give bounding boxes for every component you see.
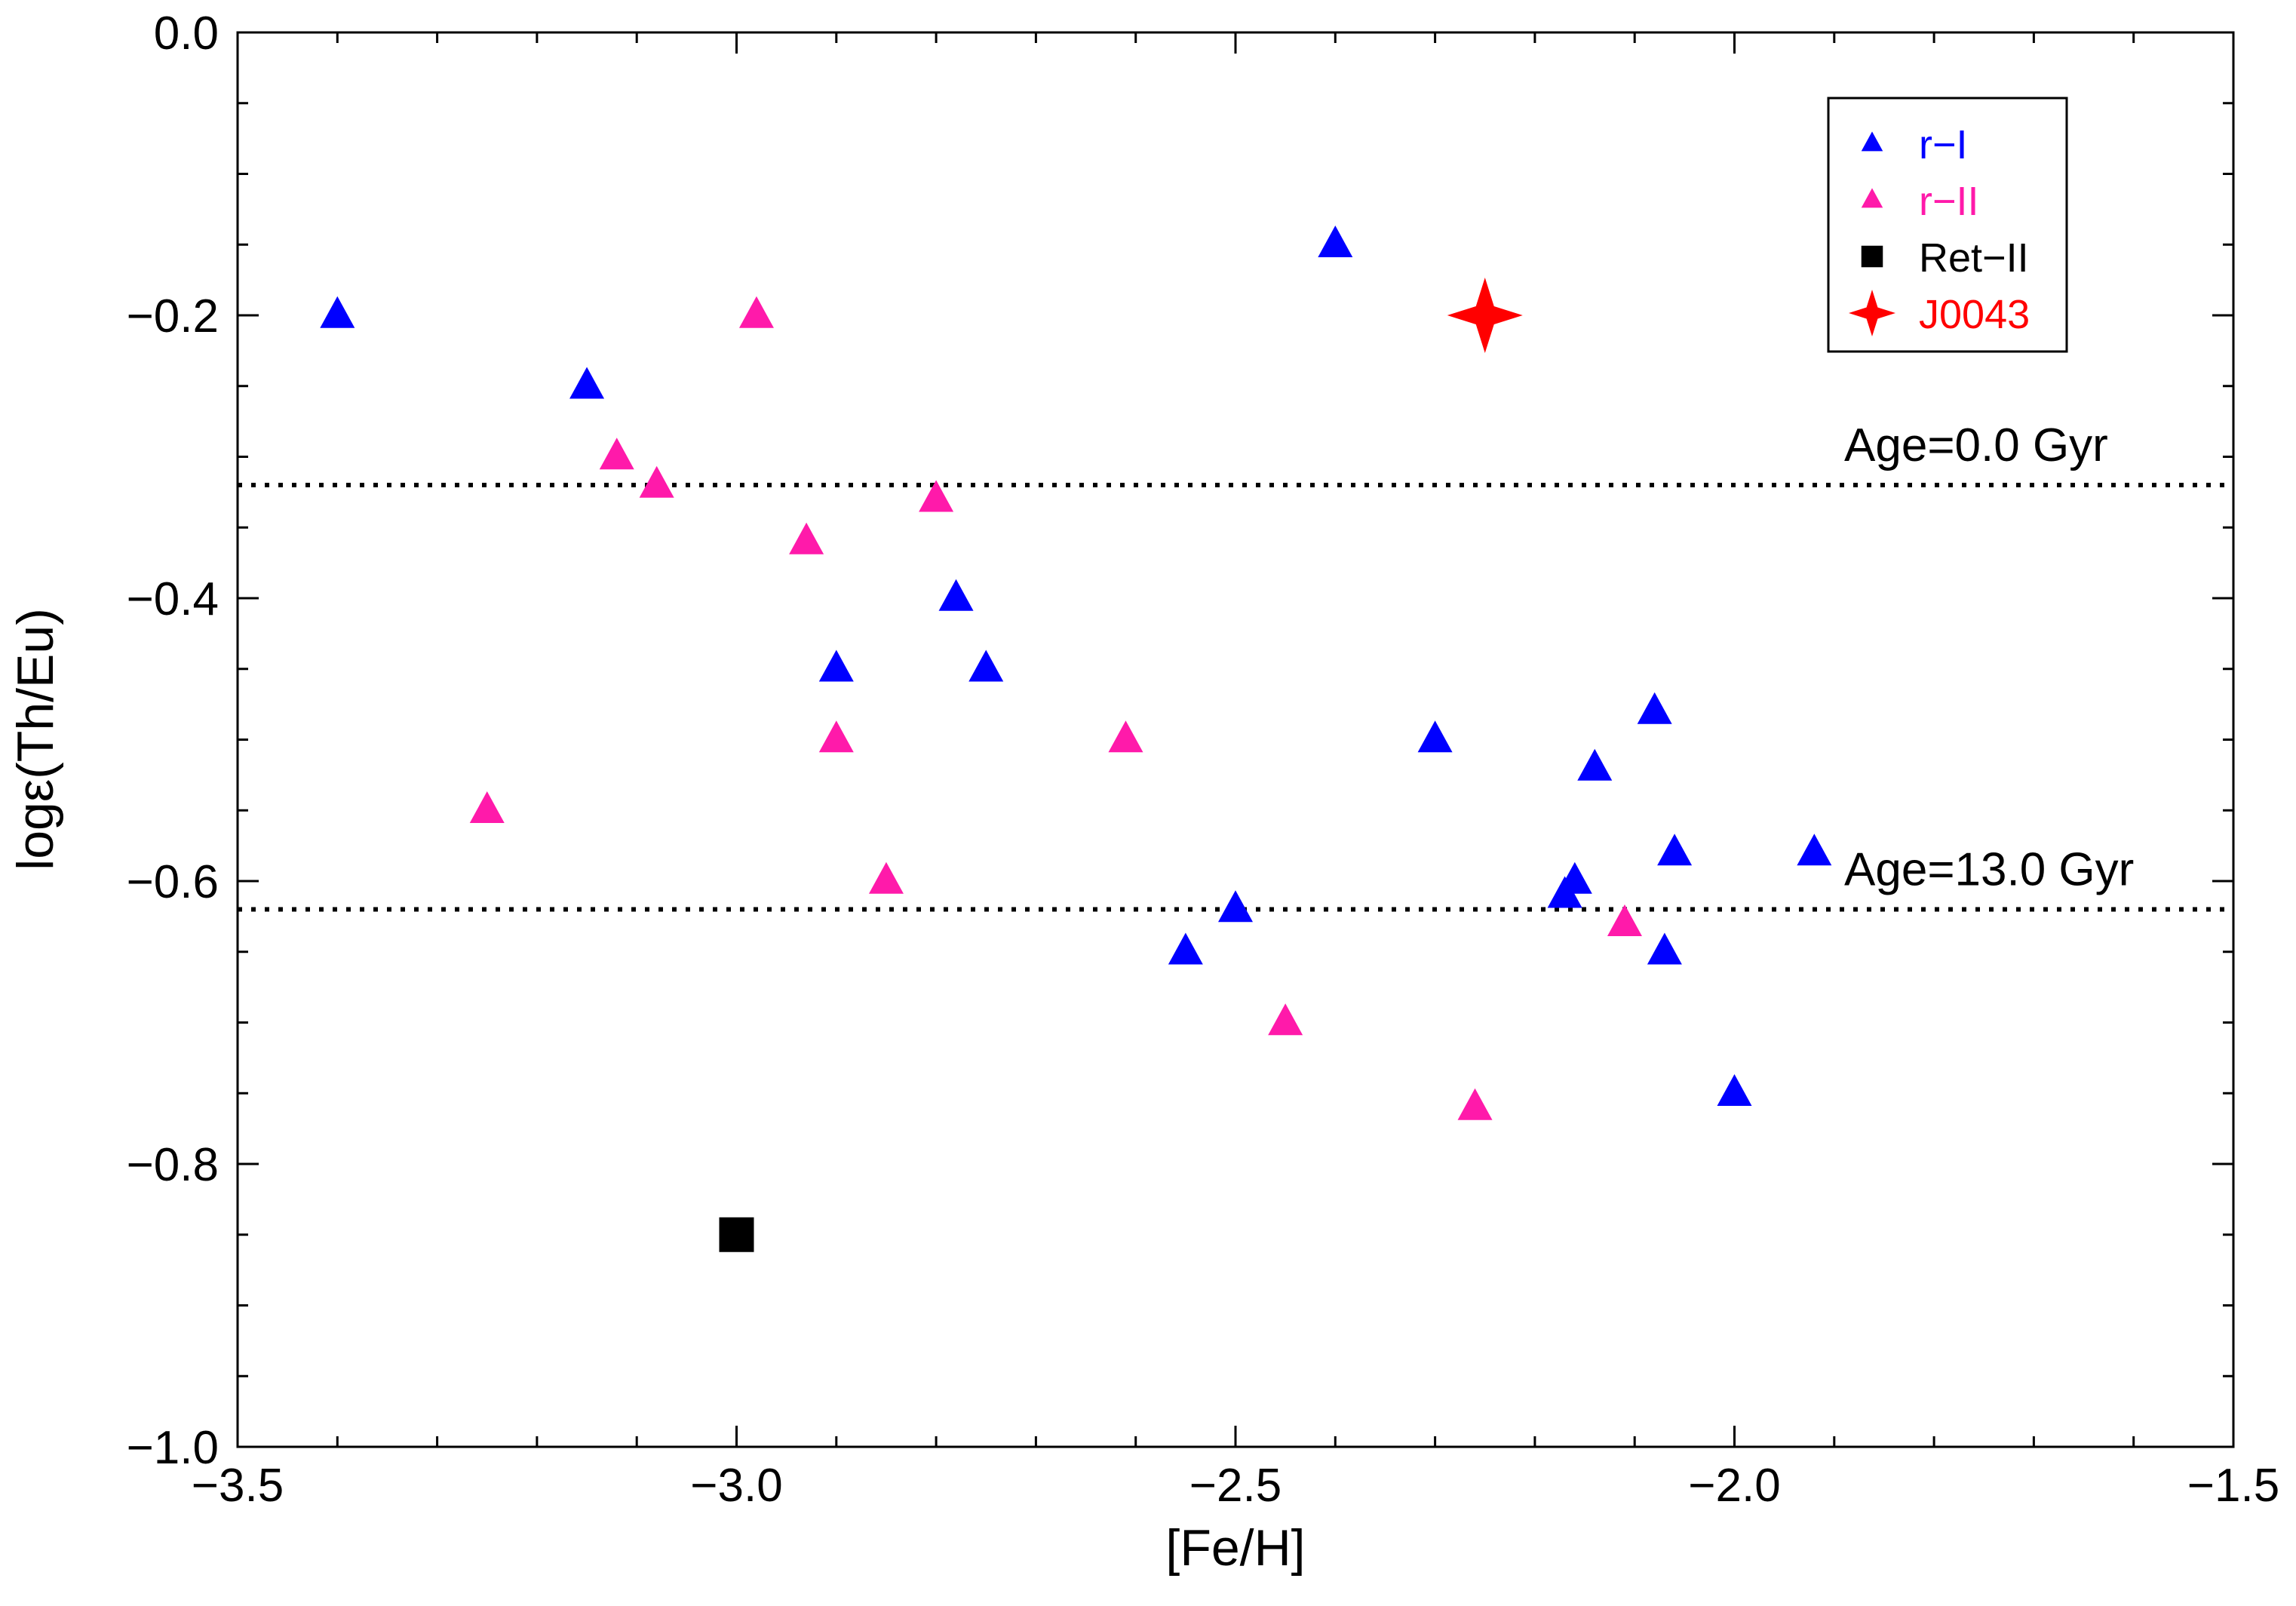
y-tick-label: −0.6	[127, 856, 219, 908]
x-tick-label: −1.5	[2187, 1460, 2279, 1512]
point-r-ii	[868, 861, 904, 894]
point-r-i	[938, 579, 974, 611]
point-r-i	[320, 296, 355, 328]
point-r-i	[1637, 692, 1672, 724]
point-r-ii	[789, 522, 824, 554]
y-axis-label: logε(Th/Eu)	[7, 608, 64, 871]
point-r-ii	[639, 465, 674, 498]
legend-marker	[1861, 188, 1883, 208]
point-r-ii	[1268, 1003, 1303, 1036]
reference-line-label: Age=13.0 Gyr	[1844, 844, 2134, 896]
point-r-i	[1318, 226, 1353, 258]
point-r-ii	[1457, 1088, 1493, 1120]
point-r-ii	[469, 791, 505, 824]
plot-frame	[236, 31, 2235, 1448]
point-r-i	[1647, 932, 1682, 965]
y-tick-label: −0.8	[127, 1139, 219, 1191]
point-r-i	[1218, 890, 1253, 923]
x-tick-label: −3.0	[690, 1460, 782, 1512]
point-r-i	[818, 649, 854, 682]
point-r-i	[569, 367, 605, 399]
point-r-ii	[599, 438, 634, 470]
point-r-i	[1168, 932, 1203, 965]
x-axis-label: [Fe/H]	[1165, 1519, 1305, 1577]
point-r-i	[1657, 834, 1693, 866]
point-r-i	[1717, 1074, 1752, 1107]
point-r-ii	[1607, 904, 1642, 937]
point-r-ii	[818, 720, 854, 753]
legend-label: r−I	[1919, 122, 1968, 167]
x-tick-label: −2.0	[1688, 1460, 1780, 1512]
y-tick-label: −0.4	[127, 573, 219, 625]
legend-label: J0043	[1919, 292, 2030, 337]
point-r-i	[1797, 834, 1832, 866]
legend-marker	[1861, 131, 1883, 152]
point-r-i	[968, 649, 1004, 682]
legend-label: r−II	[1919, 179, 1979, 224]
legend: r−I r−II Ret−II J0043	[1827, 97, 2068, 353]
x-tick-label: −3.5	[192, 1460, 284, 1512]
point-r-ii	[1108, 720, 1143, 753]
point-r-ii	[919, 480, 954, 512]
x-tick-label: −2.5	[1189, 1460, 1282, 1512]
point-ret-ii	[719, 1217, 754, 1252]
point-r-i	[1577, 748, 1613, 781]
point-j0043	[1447, 278, 1523, 353]
point-r-i	[1417, 720, 1453, 753]
point-r-ii	[738, 296, 774, 328]
y-tick-label: −1.0	[127, 1422, 219, 1474]
legend-label: Ret−II	[1919, 235, 2029, 281]
legend-marker	[1849, 290, 1895, 336]
point-r-i	[1557, 861, 1592, 894]
legend-marker	[1861, 245, 1883, 268]
y-tick-label: 0.0	[154, 8, 219, 60]
reference-line-label: Age=0.0 Gyr	[1844, 419, 2108, 471]
y-tick-label: −0.2	[127, 290, 219, 342]
